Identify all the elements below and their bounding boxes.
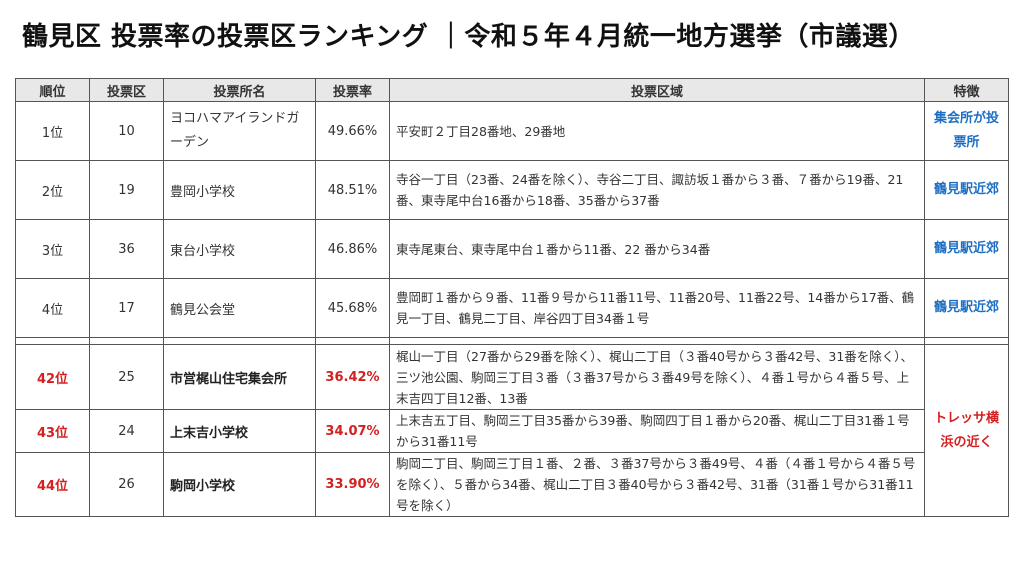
table-row: 1位 10 ヨコハマアイランドガーデン 49.66% 平安町２丁目28番地、29…	[15, 101, 1009, 161]
rate-cell: 49.66%	[315, 101, 390, 161]
area-cell: 平安町２丁目28番地、29番地	[389, 101, 925, 161]
area-cell: 東寺尾東台、東寺尾中台１番から11番、22 番から34番	[389, 219, 925, 279]
feature-cell: 集会所が投票所	[924, 101, 1009, 161]
feature-cell: 鶴見駅近郊	[924, 278, 1009, 338]
table-row: 4位 17 鶴見公会堂 45.68% 豊岡町１番から９番、11番９号から11番1…	[15, 278, 1009, 338]
table-row: 43位 24 上末吉小学校 34.07% 上末吉五丁目、駒岡三丁目35番から39…	[15, 409, 1009, 453]
area-cell: 豊岡町１番から９番、11番９号から11番11号、11番20号、11番22号、14…	[389, 278, 925, 338]
rank-cell: 43位	[15, 409, 90, 453]
header-district: 投票区	[89, 78, 164, 102]
rate-cell: 34.07%	[315, 409, 390, 453]
rank-cell: 44位	[15, 452, 90, 517]
rank-cell: 2位	[15, 160, 90, 220]
table-row: 42位 25 市営梶山住宅集会所 36.42% 梶山一丁目（27番から29番を除…	[15, 344, 1009, 517]
rate-cell: 45.68%	[315, 278, 390, 338]
place-cell: 市営梶山住宅集会所	[163, 344, 316, 410]
rate-cell: 36.42%	[315, 344, 390, 410]
district-cell: 26	[89, 452, 164, 517]
header-rate: 投票率	[315, 78, 390, 102]
rate-cell: 48.51%	[315, 160, 390, 220]
table-row: 3位 36 東台小学校 46.86% 東寺尾東台、東寺尾中台１番から11番、22…	[15, 219, 1009, 279]
table-gap-row	[15, 337, 1009, 345]
rank-cell: 3位	[15, 219, 90, 279]
ranking-table: 順位 投票区 投票所名 投票率 投票区域 特徴 1位 10 ヨコハマアイランドガ…	[15, 78, 1009, 517]
feature-cell: トレッサ横浜の近く	[924, 344, 1009, 517]
place-cell: 駒岡小学校	[163, 452, 316, 517]
table-row: 44位 26 駒岡小学校 33.90% 駒岡二丁目、駒岡三丁目１番、２番、３番3…	[15, 452, 1009, 517]
feature-cell: 鶴見駅近郊	[924, 219, 1009, 279]
area-cell: 梶山一丁目（27番から29番を除く）、梶山二丁目（３番40号から３番42号、31…	[389, 344, 925, 410]
district-cell: 24	[89, 409, 164, 453]
page-title: 鶴見区 投票率の投票区ランキング ｜令和５年４月統一地方選挙（市議選）	[22, 22, 915, 52]
header-area: 投票区域	[389, 78, 925, 102]
feature-cell: 鶴見駅近郊	[924, 160, 1009, 220]
area-cell: 上末吉五丁目、駒岡三丁目35番から39番、駒岡四丁目１番から20番、梶山二丁目3…	[389, 409, 925, 453]
district-cell: 19	[89, 160, 164, 220]
header-place: 投票所名	[163, 78, 316, 102]
table-row: 2位 19 豊岡小学校 48.51% 寺谷一丁目（23番、24番を除く）、寺谷二…	[15, 160, 1009, 220]
place-cell: 豊岡小学校	[163, 160, 316, 220]
place-cell: ヨコハマアイランドガーデン	[163, 101, 316, 161]
header-feature: 特徴	[924, 78, 1009, 102]
table-header-row: 順位 投票区 投票所名 投票率 投票区域 特徴	[15, 78, 1009, 102]
place-cell: 東台小学校	[163, 219, 316, 279]
district-cell: 36	[89, 219, 164, 279]
rank-cell: 1位	[15, 101, 90, 161]
rate-cell: 33.90%	[315, 452, 390, 517]
district-cell: 10	[89, 101, 164, 161]
district-cell: 25	[89, 344, 164, 410]
rank-cell: 42位	[15, 344, 90, 410]
area-cell: 寺谷一丁目（23番、24番を除く）、寺谷二丁目、諏訪坂１番から３番、７番から19…	[389, 160, 925, 220]
place-cell: 鶴見公会堂	[163, 278, 316, 338]
district-cell: 17	[89, 278, 164, 338]
area-cell: 駒岡二丁目、駒岡三丁目１番、２番、３番37号から３番49号、４番（４番１号から４…	[389, 452, 925, 517]
place-cell: 上末吉小学校	[163, 409, 316, 453]
rate-cell: 46.86%	[315, 219, 390, 279]
header-rank: 順位	[15, 78, 90, 102]
rank-cell: 4位	[15, 278, 90, 338]
